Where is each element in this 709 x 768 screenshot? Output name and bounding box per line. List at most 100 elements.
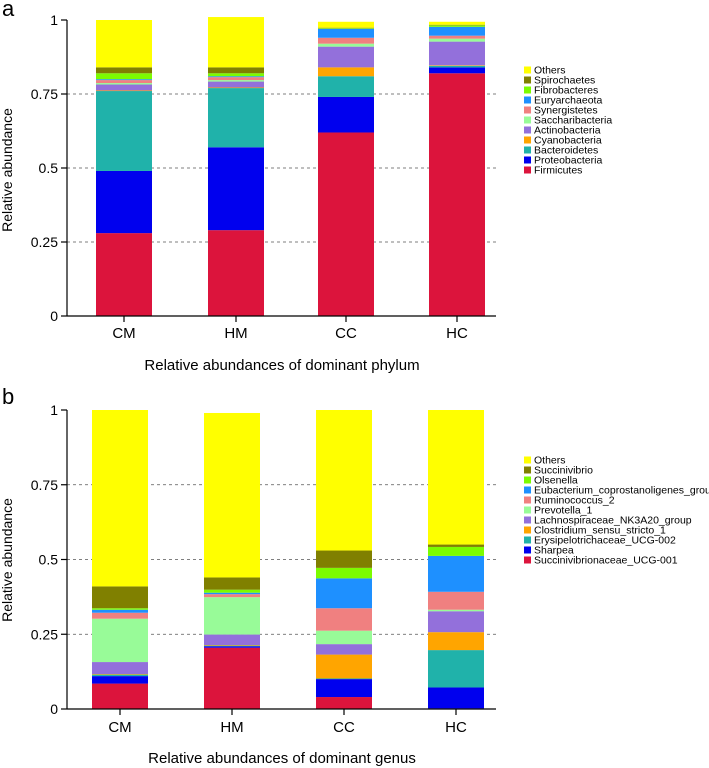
- panel-b-bar-segment: [316, 654, 372, 679]
- panel-a-bar-segment: [208, 81, 264, 88]
- panel-b-legend-label: Prevotella_1: [534, 505, 593, 517]
- panel-a-bar-segment: [208, 67, 264, 74]
- panel-a-bar-segment: [318, 37, 374, 44]
- panel-b-bar-segment: [204, 577, 260, 590]
- panel-b-bar-segment: [204, 589, 260, 593]
- panel-a-bar-segment: [318, 96, 374, 133]
- panel-a-bar-segment: [429, 41, 485, 66]
- panel-a-bar-segment: [96, 80, 152, 84]
- panel-b-bar-segment: [204, 594, 260, 598]
- panel-b-bar-segment: [316, 410, 372, 551]
- panel-a-legend-label: Others: [534, 65, 566, 77]
- panel-a-legend-swatch: [524, 146, 531, 154]
- panel-b-bar-segment: [204, 592, 260, 595]
- panel-b-bar-segment: [316, 578, 372, 609]
- panel-a-category-label: HM: [224, 325, 247, 342]
- panel-a-bar-segment: [208, 77, 264, 81]
- panel-b-category-label: HC: [445, 719, 467, 736]
- panel-a-legend-label: Actinobacteria: [534, 125, 601, 137]
- panel-a-legend-swatch: [524, 156, 531, 164]
- panel-b-y-axis-label: Relative abundance: [0, 498, 15, 622]
- panel-b-bar-segment: [92, 618, 148, 663]
- panel-b-bar-segment: [92, 674, 148, 677]
- panel-a-bar-segment: [96, 233, 152, 316]
- panel-a-bar-segment: [96, 170, 152, 234]
- panel-a-bar-segment: [429, 21, 485, 25]
- panel-a-bar-segment: [96, 79, 152, 81]
- panel-a-legend-label: Proteobacteria: [534, 155, 602, 167]
- panel-b-legend-swatch: [524, 546, 531, 554]
- panel-a-bar-segment: [318, 28, 374, 29]
- panel-b-bar-segment: [204, 646, 260, 648]
- panel-b-category-label: CC: [333, 719, 355, 736]
- panel-b-bar-segment: [316, 550, 372, 568]
- panel-a-bar-segment: [208, 230, 264, 316]
- panel-a-y-axis-label: Relative abundance: [0, 108, 15, 232]
- panel-b-y-tick-label: 0: [50, 701, 58, 717]
- panel-b-bar-segment: [92, 676, 148, 684]
- panel-b-bar-segment: [428, 609, 484, 612]
- panel-a-legend-swatch: [524, 166, 531, 174]
- panel-a-bar-segment: [429, 24, 485, 26]
- panel-b-legend-label: Lachnospiraceae_NK3A20_group: [534, 515, 692, 527]
- panel-b-x-axis-label: Relative abundances of dominant genus: [148, 750, 416, 767]
- panel-a-bar-segment: [96, 67, 152, 74]
- panel-a-bar-segment: [429, 25, 485, 27]
- panel-b-bar-segment: [204, 647, 260, 709]
- panel-b-y-tick-label: 1: [50, 402, 58, 418]
- panel-b-legend-label: Others: [534, 455, 566, 467]
- panel-a-bar-segment: [318, 67, 374, 77]
- panel-b-bar-segment: [316, 697, 372, 709]
- panel-b-legend-label: Eubacterium_coprostanoligenes_group: [534, 485, 709, 497]
- panel-b-category-label: HM: [220, 719, 243, 736]
- panel-b-legend-label: Ruminococcus_2: [534, 495, 615, 507]
- panel-a-legend-swatch: [524, 136, 531, 144]
- panel-b-bar-segment: [428, 632, 484, 651]
- panel-a-category-label: CC: [335, 325, 357, 342]
- panel-b-legend-label: Erysipelotrichaceae_UCG-002: [534, 535, 676, 547]
- panel-a-bar-segment: [208, 147, 264, 231]
- panel-a-bar-segment: [429, 65, 485, 66]
- panel-a-legend-label: Euryarchaeota: [534, 95, 602, 107]
- panel-b-bar-segment: [92, 410, 148, 587]
- panel-b-bar-segment: [92, 662, 148, 675]
- panel-b-bar-segment: [316, 608, 372, 631]
- panel-b-letter: b: [2, 384, 14, 409]
- panel-b-bar-segment: [92, 609, 148, 613]
- panel-a-legend-swatch: [524, 76, 531, 84]
- panel-a-bar-segment: [318, 43, 374, 47]
- panel-a-bar-segment: [318, 46, 374, 68]
- panel-a-bar-segment: [429, 26, 485, 36]
- panel-a-bar-segment: [318, 28, 374, 38]
- panel-a-legend-label: Synergistetes: [534, 105, 598, 117]
- panel-b-bar-segment: [316, 567, 372, 579]
- panel-b-bar-segment: [204, 645, 260, 647]
- panel-a-bar-segment: [96, 83, 152, 85]
- panel-b-bar-segment: [92, 586, 148, 609]
- panel-b-legend-swatch: [524, 496, 531, 504]
- panel-a-bar-segment: [318, 132, 374, 316]
- panel-b-legend-swatch: [524, 476, 531, 484]
- panel-a-bar-segment: [208, 80, 264, 82]
- panel-a-legend-swatch: [524, 66, 531, 74]
- panel-b-bar-segment: [428, 591, 484, 610]
- panel-b-legend-swatch: [524, 516, 531, 524]
- panel-b-bar-segment: [428, 555, 484, 592]
- panel-b-bar-segment: [316, 678, 372, 680]
- panel-b-bar-segment: [204, 634, 260, 646]
- panel-b-bar-segment: [204, 597, 260, 635]
- panel-b-legend-label: Sharpea: [534, 545, 574, 557]
- panel-a-legend-label: Firmicutes: [534, 165, 582, 177]
- panel-a-bar-segment: [96, 73, 152, 80]
- panel-a-category-label: CM: [112, 325, 135, 342]
- panel-b-bar-segment: [92, 683, 148, 709]
- panel-a-legend-swatch: [524, 126, 531, 134]
- panel-b-bar-segment: [428, 650, 484, 688]
- panel-a-bar-segment: [96, 90, 152, 92]
- panel-a-bar-segment: [318, 76, 374, 97]
- panel-a-bar-segment: [208, 76, 264, 78]
- panel-a-y-tick-label: 0.75: [31, 86, 58, 102]
